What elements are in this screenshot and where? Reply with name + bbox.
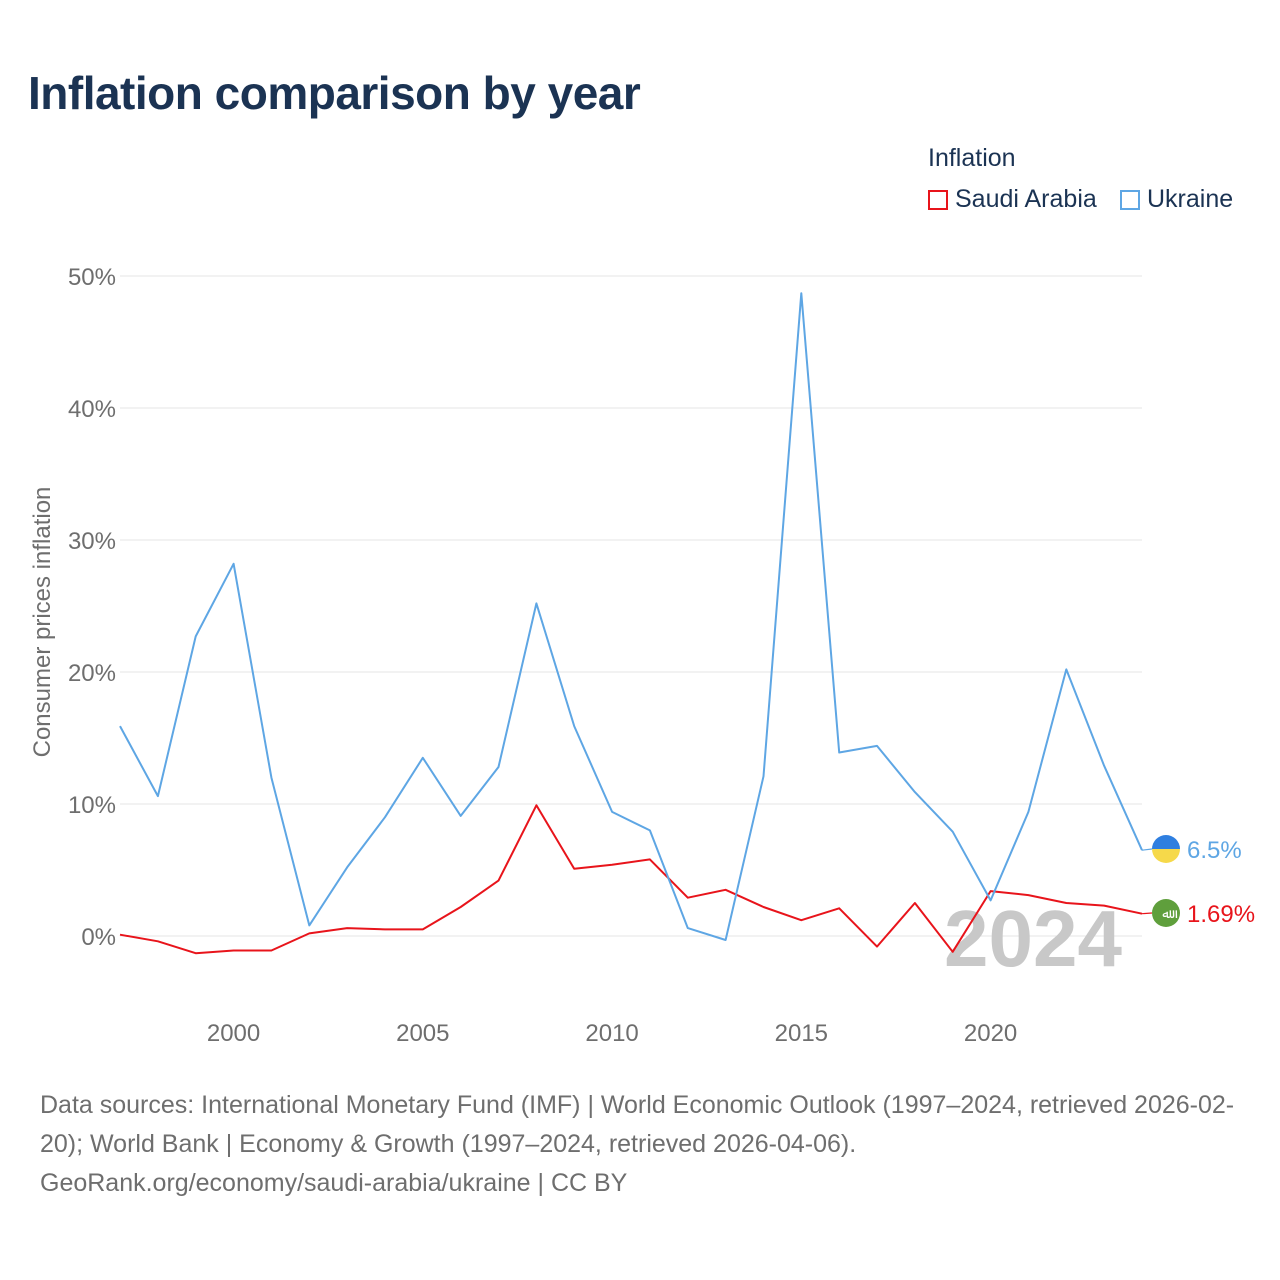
data-point-saudi-arabia <box>950 949 956 955</box>
data-point-ukraine <box>874 743 880 749</box>
data-point-saudi-arabia <box>723 887 729 893</box>
data-point-ukraine <box>760 773 766 779</box>
data-point-saudi-arabia <box>685 895 691 901</box>
data-point-ukraine <box>193 633 199 639</box>
data-point-saudi-arabia <box>496 878 502 884</box>
data-point-ukraine <box>836 750 842 756</box>
end-value-label-ukraine: 6.5% <box>1187 837 1242 864</box>
legend-swatch-saudi-arabia <box>928 189 948 210</box>
source-line-1: Data sources: International Monetary Fun… <box>40 1091 1235 1158</box>
data-point-saudi-arabia <box>268 948 274 954</box>
data-point-saudi-arabia <box>231 948 237 954</box>
data-point-saudi-arabia <box>760 904 766 910</box>
y-axis-label: Consumer prices inflation <box>29 487 56 758</box>
series-saudi-arabia: ﷲ 1.69% <box>117 802 1255 956</box>
saudi-arabia-flag-icon <box>1152 899 1180 927</box>
data-point-ukraine <box>1025 809 1031 815</box>
end-connector-ukraine <box>1141 848 1153 851</box>
data-point-ukraine <box>533 600 539 606</box>
y-tick-label: 40% <box>68 396 116 423</box>
legend-label-ukraine: Ukraine <box>1147 185 1234 213</box>
data-point-ukraine <box>988 897 994 903</box>
data-point-saudi-arabia <box>798 917 804 923</box>
data-point-saudi-arabia <box>533 802 539 808</box>
legend-item-saudi-arabia[interactable]: Saudi Arabia <box>928 185 1097 214</box>
data-point-ukraine <box>609 809 615 815</box>
end-connector-saudi-arabia <box>1141 912 1153 915</box>
data-point-ukraine <box>685 925 691 931</box>
series-line-ukraine <box>119 292 1143 941</box>
legend-label-saudi-arabia: Saudi Arabia <box>955 185 1097 213</box>
data-point-ukraine <box>723 937 729 943</box>
year-watermark: 2024 <box>944 894 1122 983</box>
series-ukraine: 6.5% <box>117 290 1242 943</box>
y-tick-label: 20% <box>68 660 116 687</box>
data-point-saudi-arabia <box>117 932 123 938</box>
data-point-saudi-arabia <box>571 866 577 872</box>
data-point-ukraine <box>950 829 956 835</box>
source-line-2: GeoRank.org/economy/saudi-arabia/ukraine… <box>40 1169 628 1197</box>
data-point-saudi-arabia <box>344 925 350 931</box>
x-tick-label: 2015 <box>775 1020 828 1047</box>
data-point-ukraine <box>306 922 312 928</box>
x-tick-label: 2000 <box>207 1020 260 1047</box>
data-point-saudi-arabia <box>1063 900 1069 906</box>
end-value-label-saudi-arabia: 1.69% <box>1187 901 1255 928</box>
data-point-ukraine <box>1063 666 1069 672</box>
legend-title: Inflation <box>928 144 1016 172</box>
data-point-saudi-arabia <box>420 926 426 932</box>
data-point-ukraine <box>496 764 502 770</box>
data-point-ukraine <box>420 755 426 761</box>
data-point-ukraine <box>798 290 804 296</box>
data-point-ukraine <box>231 561 237 567</box>
y-tick-label: 10% <box>68 792 116 819</box>
x-tick-label: 2005 <box>396 1020 449 1047</box>
data-source-note: Data sources: International Monetary Fun… <box>40 1086 1250 1203</box>
data-point-ukraine <box>1101 763 1107 769</box>
data-point-ukraine <box>382 814 388 820</box>
data-point-saudi-arabia <box>193 950 199 956</box>
x-tick-label: 2020 <box>964 1020 1017 1047</box>
data-point-ukraine <box>647 827 653 833</box>
data-point-ukraine <box>344 864 350 870</box>
data-point-saudi-arabia <box>155 938 161 944</box>
data-point-saudi-arabia <box>1101 903 1107 909</box>
data-point-ukraine <box>117 723 123 729</box>
legend-swatch-ukraine <box>1120 189 1140 210</box>
inflation-line-chart: 0% 10% 20% 30% 40% 50% 2000 2005 2010 2015 2020 Con… <box>29 264 1255 1047</box>
data-point-ukraine <box>155 793 161 799</box>
data-point-saudi-arabia <box>609 862 615 868</box>
data-point-ukraine <box>912 789 918 795</box>
chart-title: Inflation comparison by year <box>28 67 641 119</box>
data-point-saudi-arabia <box>306 930 312 936</box>
data-point-ukraine <box>268 775 274 781</box>
y-tick-label: 50% <box>68 264 116 291</box>
series-line-saudi-arabia <box>119 804 1143 955</box>
x-tick-label: 2010 <box>585 1020 638 1047</box>
data-point-saudi-arabia <box>647 856 653 862</box>
y-tick-label: 0% <box>81 924 116 951</box>
data-point-saudi-arabia <box>382 926 388 932</box>
data-point-saudi-arabia <box>912 900 918 906</box>
data-point-saudi-arabia <box>1025 892 1031 898</box>
data-point-saudi-arabia <box>836 905 842 911</box>
ukraine-flag-icon <box>1152 849 1180 863</box>
y-tick-label: 30% <box>68 528 116 555</box>
data-point-saudi-arabia <box>874 944 880 950</box>
data-point-saudi-arabia <box>458 904 464 910</box>
data-point-ukraine <box>571 723 577 729</box>
legend-item-ukraine[interactable]: Ukraine <box>1120 185 1233 214</box>
data-point-ukraine <box>458 813 464 819</box>
ukraine-flag-blue <box>1152 835 1180 849</box>
